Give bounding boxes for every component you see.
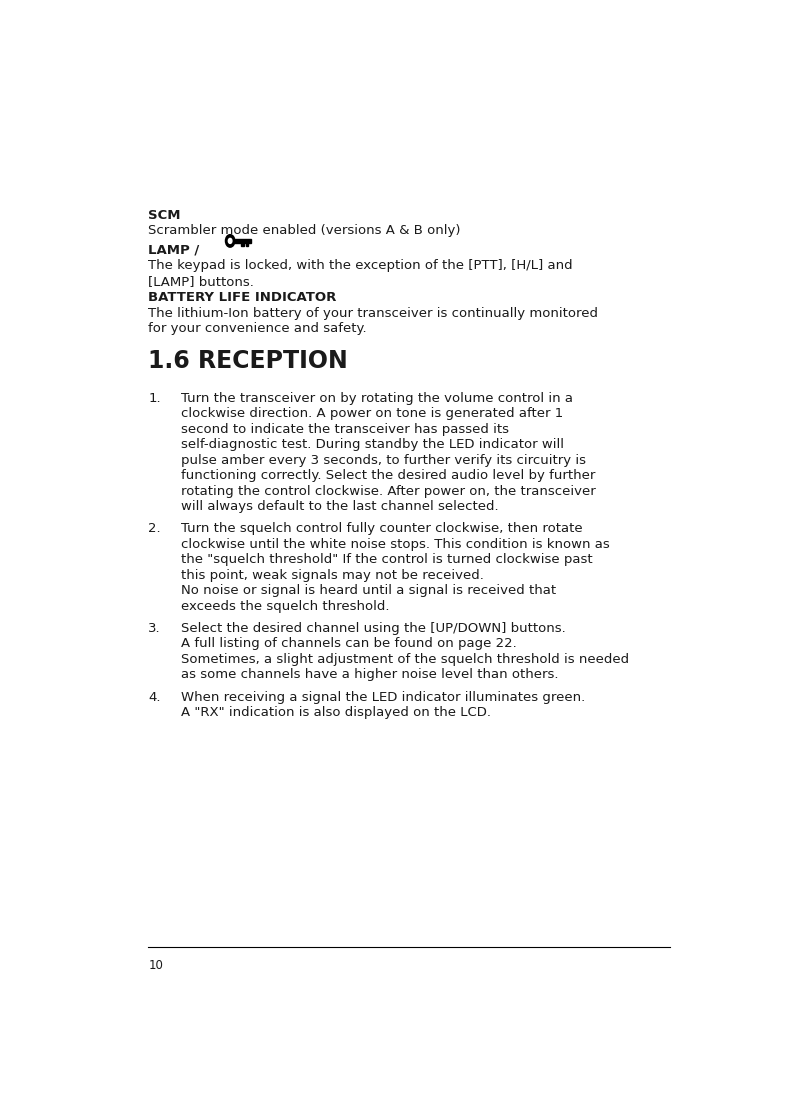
Text: When receiving a signal the LED indicator illuminates green.: When receiving a signal the LED indicato… (181, 691, 586, 704)
Text: the "squelch threshold" If the control is turned clockwise past: the "squelch threshold" If the control i… (181, 554, 593, 566)
Text: LAMP /: LAMP / (149, 244, 200, 257)
Text: Turn the transceiver on by rotating the volume control in a: Turn the transceiver on by rotating the … (181, 392, 573, 405)
Text: Turn the squelch control fully counter clockwise, then rotate: Turn the squelch control fully counter c… (181, 522, 583, 536)
Text: [LAMP] buttons.: [LAMP] buttons. (149, 275, 254, 288)
Text: rotating the control clockwise. After power on, the transceiver: rotating the control clockwise. After po… (181, 484, 596, 498)
Text: exceeds the squelch threshold.: exceeds the squelch threshold. (181, 599, 390, 613)
Text: No noise or signal is heard until a signal is received that: No noise or signal is heard until a sign… (181, 584, 556, 597)
Text: clockwise direction. A power on tone is generated after 1: clockwise direction. A power on tone is … (181, 407, 563, 421)
Text: second to indicate the transceiver has passed its: second to indicate the transceiver has p… (181, 423, 509, 435)
Text: 2.: 2. (149, 522, 161, 536)
Text: for your convenience and safety.: for your convenience and safety. (149, 323, 367, 335)
Text: Select the desired channel using the [UP/DOWN] buttons.: Select the desired channel using the [UP… (181, 622, 566, 635)
Bar (242, 242, 244, 246)
Bar (246, 242, 248, 246)
Text: SCM: SCM (149, 209, 181, 222)
Bar (234, 239, 251, 242)
Text: The keypad is locked, with the exception of the [PTT], [H/L] and: The keypad is locked, with the exception… (149, 259, 573, 272)
Text: functioning correctly. Select the desired audio level by further: functioning correctly. Select the desire… (181, 469, 596, 482)
Text: 4.: 4. (149, 691, 161, 704)
Circle shape (226, 235, 234, 247)
Text: self-diagnostic test. During standby the LED indicator will: self-diagnostic test. During standby the… (181, 439, 564, 451)
Text: 1.6 RECEPTION: 1.6 RECEPTION (149, 348, 348, 373)
Text: The lithium-Ion battery of your transceiver is continually monitored: The lithium-Ion battery of your transcei… (149, 307, 598, 319)
Text: clockwise until the white noise stops. This condition is known as: clockwise until the white noise stops. T… (181, 538, 610, 551)
Text: BATTERY LIFE INDICATOR: BATTERY LIFE INDICATOR (149, 291, 337, 305)
Circle shape (228, 239, 232, 243)
Text: 1.: 1. (149, 392, 161, 405)
Text: pulse amber every 3 seconds, to further verify its circuitry is: pulse amber every 3 seconds, to further … (181, 453, 586, 466)
Text: as some channels have a higher noise level than others.: as some channels have a higher noise lev… (181, 668, 559, 682)
Text: Scrambler mode enabled (versions A & B only): Scrambler mode enabled (versions A & B o… (149, 224, 461, 237)
Text: 3.: 3. (149, 622, 161, 635)
Text: 10: 10 (149, 959, 163, 972)
Text: A "RX" indication is also displayed on the LCD.: A "RX" indication is also displayed on t… (181, 706, 491, 719)
Text: will always default to the last channel selected.: will always default to the last channel … (181, 500, 499, 513)
Text: Sometimes, a slight adjustment of the squelch threshold is needed: Sometimes, a slight adjustment of the sq… (181, 653, 630, 666)
Text: A full listing of channels can be found on page 22.: A full listing of channels can be found … (181, 637, 517, 651)
Text: this point, weak signals may not be received.: this point, weak signals may not be rece… (181, 569, 484, 581)
